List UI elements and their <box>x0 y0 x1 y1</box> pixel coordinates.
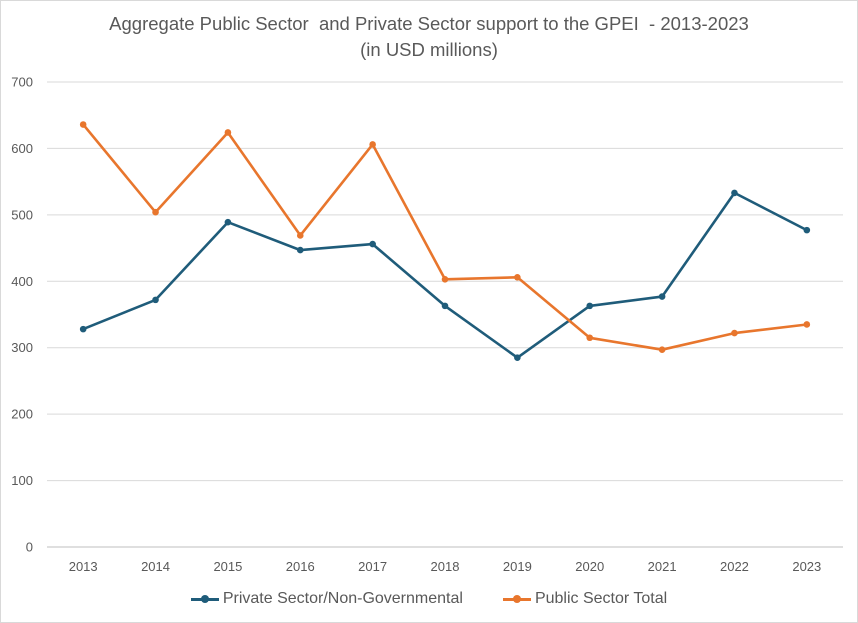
y-tick-label: 500 <box>11 207 33 222</box>
chart-title-line2: (in USD millions) <box>360 39 498 60</box>
x-tick-label: 2019 <box>503 559 532 574</box>
series-1-point <box>441 275 449 283</box>
series-1-point <box>658 346 666 354</box>
legend-label-private: Private Sector/Non-Governmental <box>222 590 463 607</box>
chart-legend: Private Sector/Non-Governmental Public S… <box>1 590 857 608</box>
series-0-point <box>369 240 376 248</box>
chart-title: Aggregate Public Sector and Private Sect… <box>1 11 857 63</box>
series-1-point <box>586 334 594 342</box>
series-0-point <box>79 325 87 333</box>
y-tick-label: 0 <box>26 540 33 555</box>
series-line-0 <box>82 191 808 360</box>
series-1-point <box>79 121 87 128</box>
x-tick-label: 2022 <box>720 559 749 574</box>
y-tick-label: 700 <box>11 75 33 90</box>
series-0-point <box>224 218 232 226</box>
series-1-point <box>152 208 159 216</box>
series-0-point <box>586 302 594 310</box>
legend-swatch-public <box>502 594 531 604</box>
series-0-point <box>296 246 304 254</box>
series-0-point <box>658 293 666 300</box>
x-tick-label: 2023 <box>792 559 821 574</box>
series-0-point <box>441 302 449 310</box>
series-1-point <box>224 129 232 136</box>
chart-title-line1: Aggregate Public Sector and Private Sect… <box>109 13 749 34</box>
x-tick-label: 2013 <box>69 559 98 574</box>
x-tick-label: 2020 <box>575 559 604 574</box>
series-1-point <box>731 329 738 337</box>
series-1-point <box>514 274 521 281</box>
y-tick-label: 100 <box>11 473 33 488</box>
y-tick-label: 300 <box>11 340 33 355</box>
legend-item-private: Private Sector/Non-Governmental <box>190 590 463 608</box>
x-tick-label: 2018 <box>431 559 460 574</box>
series-0-point <box>731 189 738 197</box>
series-0-point <box>803 226 811 234</box>
x-tick-label: 2016 <box>286 559 315 574</box>
series-0-point <box>152 296 159 304</box>
series-1-point <box>803 321 811 328</box>
y-tick-label: 600 <box>11 141 33 156</box>
y-tick-label: 400 <box>11 274 33 289</box>
series-1-point <box>369 141 376 148</box>
legend-label-public: Public Sector Total <box>534 590 668 607</box>
legend-swatch-private <box>190 594 219 604</box>
x-tick-label: 2021 <box>648 559 677 574</box>
x-tick-label: 2014 <box>141 559 170 574</box>
series-1-point <box>296 232 304 239</box>
legend-item-public: Public Sector Total <box>502 590 668 608</box>
series-0-point <box>514 354 521 361</box>
x-tick-label: 2015 <box>213 559 242 574</box>
series-line-1 <box>82 123 807 352</box>
x-tick-label: 2017 <box>358 559 387 574</box>
y-tick-label: 200 <box>11 407 33 422</box>
